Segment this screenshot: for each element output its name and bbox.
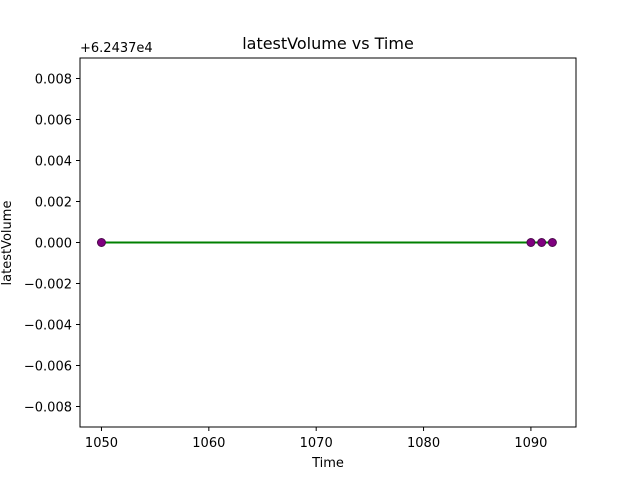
x-tick-label: 1080	[407, 436, 440, 451]
y-tick-label: 0.004	[35, 155, 72, 170]
offset-label: +6.2437e4	[80, 41, 153, 56]
data-point-marker	[526, 238, 536, 247]
y-tick-label: −0.008	[24, 401, 72, 416]
y-tick-label: −0.006	[24, 360, 72, 375]
x-tick-label: 1070	[300, 436, 333, 451]
y-axis-label: latestVolume	[0, 201, 15, 286]
data-point-marker	[96, 238, 106, 247]
plot-area	[96, 238, 557, 247]
y-tick-label: 0.006	[35, 114, 72, 129]
y-axis-ticks: −0.008 −0.006 −0.004 −0.002 0.000 0.002 0.004 0…	[24, 73, 80, 416]
data-point-marker	[547, 238, 557, 247]
y-tick-label: −0.004	[24, 319, 72, 334]
data-point-marker	[537, 238, 547, 247]
y-tick-label: 0.002	[35, 196, 72, 211]
y-tick-label: 0.000	[35, 237, 72, 252]
x-tick-label: 1050	[85, 436, 118, 451]
y-tick-label: 0.008	[35, 73, 72, 88]
x-axis-label: Time	[311, 456, 344, 471]
x-axis-ticks: 1050 1060 1070 1080 1090	[85, 427, 547, 451]
x-tick-label: 1090	[514, 436, 547, 451]
x-tick-label: 1060	[192, 436, 225, 451]
y-tick-label: −0.002	[24, 278, 72, 293]
chart-title: latestVolume vs Time	[242, 34, 414, 53]
